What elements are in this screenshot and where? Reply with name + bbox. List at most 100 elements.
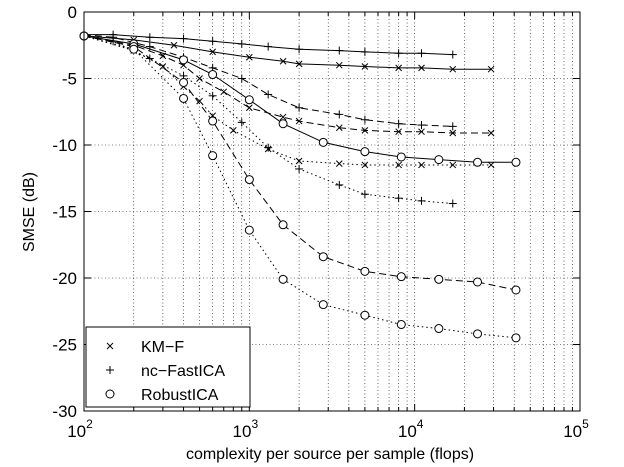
marker-stroke — [395, 161, 402, 169]
marker-stroke — [335, 160, 343, 167]
plus-marker — [360, 47, 369, 56]
x-marker — [487, 129, 495, 137]
circle-marker — [434, 324, 444, 334]
x-marker — [449, 161, 457, 169]
marker-ring — [434, 324, 444, 334]
plus-marker — [335, 180, 344, 189]
x-tick-label: 103 — [233, 417, 259, 441]
marker-stroke — [418, 161, 425, 169]
circle-marker — [434, 274, 444, 284]
x-marker — [220, 88, 228, 96]
marker-stroke — [449, 65, 457, 73]
marker-ring — [244, 95, 254, 105]
circle-marker — [208, 116, 218, 126]
circle-marker — [473, 157, 483, 167]
circle-marker — [179, 77, 189, 87]
x-marker — [487, 161, 495, 169]
marker-stroke — [279, 57, 287, 65]
circle-marker — [105, 389, 115, 399]
y-tick-label: -20 — [52, 269, 77, 288]
circle-marker — [244, 95, 254, 105]
y-tick-label: -5 — [62, 70, 77, 89]
legend-label-kmf: KM−F — [141, 339, 184, 356]
series-line — [83, 35, 517, 339]
marker-stroke — [418, 64, 425, 72]
circle-marker — [511, 157, 521, 167]
marker-ring — [208, 116, 218, 126]
circle-marker — [278, 119, 288, 129]
plus-marker — [208, 37, 217, 46]
circle-marker — [318, 137, 328, 147]
plus-marker — [394, 49, 403, 58]
x-tick-label: 104 — [398, 417, 424, 441]
marker-stroke — [106, 342, 114, 350]
circle-marker — [179, 55, 189, 65]
axis-ticks — [83, 11, 580, 412]
marker-ring — [208, 151, 218, 161]
plus-marker — [448, 199, 457, 208]
plus-marker — [264, 143, 273, 152]
y-tick-label: -30 — [52, 402, 77, 421]
marker-ring — [179, 77, 189, 87]
x-marker — [335, 124, 343, 132]
marker-stroke — [209, 48, 217, 56]
marker-ring — [473, 329, 483, 339]
marker-ring — [318, 300, 328, 310]
plus-marker — [264, 90, 273, 99]
plus-marker — [295, 103, 304, 112]
circle-marker — [511, 333, 521, 343]
x-marker — [170, 41, 178, 49]
plus-marker — [417, 121, 426, 130]
marker-stroke — [418, 128, 425, 136]
marker-ring — [105, 389, 115, 399]
y-tick-label: -10 — [52, 136, 77, 155]
plus-marker — [417, 196, 426, 205]
circle-marker — [360, 310, 370, 320]
marker-stroke — [335, 124, 343, 132]
circle-marker — [396, 272, 406, 282]
x-marker — [106, 342, 114, 350]
plus-marker — [208, 91, 217, 100]
y-tick-label: -15 — [52, 203, 77, 222]
marker-stroke — [487, 65, 495, 73]
marker-stroke — [229, 127, 237, 134]
marker-stroke — [395, 64, 402, 72]
plus-marker — [335, 110, 344, 119]
x-marker — [295, 157, 303, 165]
plus-marker — [448, 50, 457, 59]
marker-ring — [473, 277, 483, 287]
plus-marker — [448, 122, 457, 131]
marker-stroke — [449, 129, 457, 137]
x-marker — [229, 127, 237, 134]
marker-stroke — [295, 117, 303, 125]
marker-ring — [511, 285, 521, 295]
marker-stroke — [220, 88, 228, 96]
x-marker — [449, 65, 457, 73]
plus-marker — [394, 119, 403, 128]
marker-ring — [318, 137, 328, 147]
circle-marker — [244, 175, 254, 185]
circle-marker — [244, 225, 254, 235]
marker-stroke — [487, 161, 495, 169]
series-line — [83, 35, 516, 163]
x-marker — [361, 127, 369, 134]
x-tick-label: 105 — [563, 417, 589, 441]
legend-label-robustica: RobustICA — [141, 387, 219, 404]
x-axis-label: complexity per source per sample (flops) — [186, 446, 474, 463]
circle-marker — [360, 266, 370, 276]
plus-marker — [264, 42, 273, 51]
marker-ring — [244, 225, 254, 235]
marker-stroke — [395, 128, 402, 136]
x-marker — [395, 64, 402, 72]
plus-marker — [237, 118, 246, 127]
x-marker — [295, 60, 303, 68]
marker-ring — [434, 274, 444, 284]
marker-ring — [511, 157, 521, 167]
marker-stroke — [196, 97, 203, 105]
plus-marker — [335, 46, 344, 55]
circle-marker — [511, 285, 521, 295]
x-marker — [279, 57, 287, 65]
marker-ring — [360, 266, 370, 276]
marker-stroke — [449, 161, 457, 169]
